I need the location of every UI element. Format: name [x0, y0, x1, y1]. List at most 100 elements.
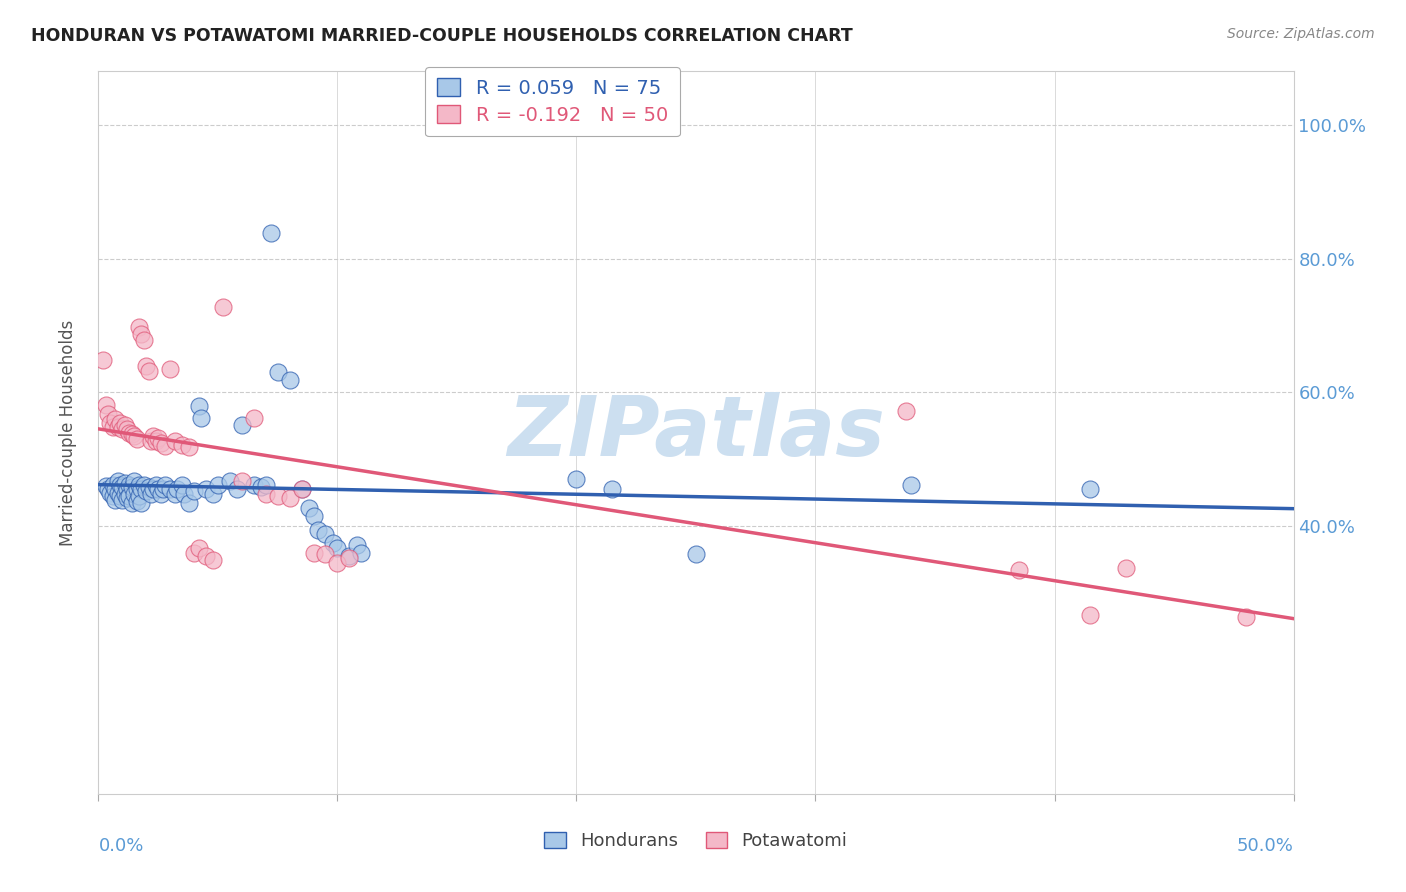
Point	[128, 320, 150, 334]
Point	[121, 496, 143, 510]
Point	[195, 549, 218, 564]
Point	[125, 433, 148, 447]
Point	[322, 536, 344, 550]
Point	[128, 489, 150, 503]
Point	[183, 546, 205, 560]
Point	[159, 362, 181, 376]
Point	[163, 487, 186, 501]
Point	[108, 416, 131, 430]
Point	[207, 478, 229, 492]
Point	[179, 441, 201, 455]
Point	[166, 483, 188, 497]
Point	[267, 366, 290, 380]
Point	[97, 407, 120, 421]
Point	[132, 478, 155, 492]
Point	[107, 474, 129, 488]
Point	[565, 473, 588, 487]
Point	[142, 483, 165, 497]
Point	[152, 483, 174, 497]
Point	[315, 548, 337, 562]
Point	[202, 553, 225, 567]
Point	[114, 417, 136, 432]
Point	[302, 509, 325, 524]
Point	[145, 434, 167, 448]
Point	[211, 300, 233, 314]
Point	[91, 353, 114, 368]
Point	[179, 496, 201, 510]
Point	[159, 483, 181, 497]
Point	[121, 480, 143, 494]
Point	[118, 425, 141, 440]
Point	[254, 487, 277, 501]
Point	[231, 417, 253, 432]
Point	[1115, 561, 1137, 575]
Point	[254, 478, 277, 492]
Point	[132, 334, 155, 348]
Point	[302, 546, 325, 560]
Point	[138, 480, 160, 494]
Point	[104, 483, 127, 497]
Point	[602, 483, 624, 497]
Point	[298, 500, 321, 515]
Point	[114, 475, 136, 490]
Point	[291, 483, 314, 497]
Point	[98, 485, 122, 500]
Point	[278, 374, 301, 388]
Point	[339, 549, 361, 564]
Point	[267, 489, 290, 503]
Point	[172, 478, 194, 492]
Point	[108, 489, 131, 503]
Point	[124, 487, 146, 501]
Point	[278, 491, 301, 505]
Point	[111, 422, 134, 436]
Point	[125, 483, 148, 497]
Point	[1080, 483, 1102, 497]
Point	[139, 434, 162, 448]
Point	[231, 474, 253, 488]
Point	[173, 487, 195, 501]
Point	[98, 416, 122, 430]
Point	[97, 483, 120, 497]
Point	[125, 494, 148, 508]
Point	[326, 541, 349, 555]
Text: 50.0%: 50.0%	[1237, 838, 1294, 855]
Point	[243, 410, 266, 425]
Point	[101, 478, 124, 492]
Point	[259, 227, 281, 241]
Point	[183, 484, 205, 499]
Point	[350, 546, 373, 560]
Point	[315, 527, 337, 541]
Point	[131, 483, 153, 497]
Point	[107, 485, 129, 500]
Point	[114, 487, 136, 501]
Point	[131, 326, 153, 341]
Text: Source: ZipAtlas.com: Source: ZipAtlas.com	[1227, 27, 1375, 41]
Point	[226, 483, 249, 497]
Point	[115, 483, 138, 497]
Point	[124, 429, 146, 443]
Point	[124, 474, 146, 488]
Point	[148, 431, 170, 445]
Point	[118, 478, 141, 492]
Point	[148, 483, 170, 497]
Point	[187, 541, 209, 555]
Point	[172, 438, 194, 452]
Point	[139, 487, 162, 501]
Point	[101, 489, 124, 503]
Point	[101, 420, 124, 434]
Point	[1080, 607, 1102, 622]
Point	[339, 551, 361, 566]
Point	[250, 480, 273, 494]
Point	[900, 478, 922, 492]
Point	[163, 434, 186, 448]
Text: HONDURAN VS POTAWATOMI MARRIED-COUPLE HOUSEHOLDS CORRELATION CHART: HONDURAN VS POTAWATOMI MARRIED-COUPLE HO…	[31, 27, 852, 45]
Text: ZIPatlas: ZIPatlas	[508, 392, 884, 473]
Point	[115, 491, 138, 505]
Point	[149, 487, 172, 501]
Point	[326, 556, 349, 570]
Point	[243, 478, 266, 492]
Point	[896, 404, 918, 418]
Point	[155, 478, 177, 492]
Point	[219, 474, 242, 488]
Point	[111, 492, 134, 507]
